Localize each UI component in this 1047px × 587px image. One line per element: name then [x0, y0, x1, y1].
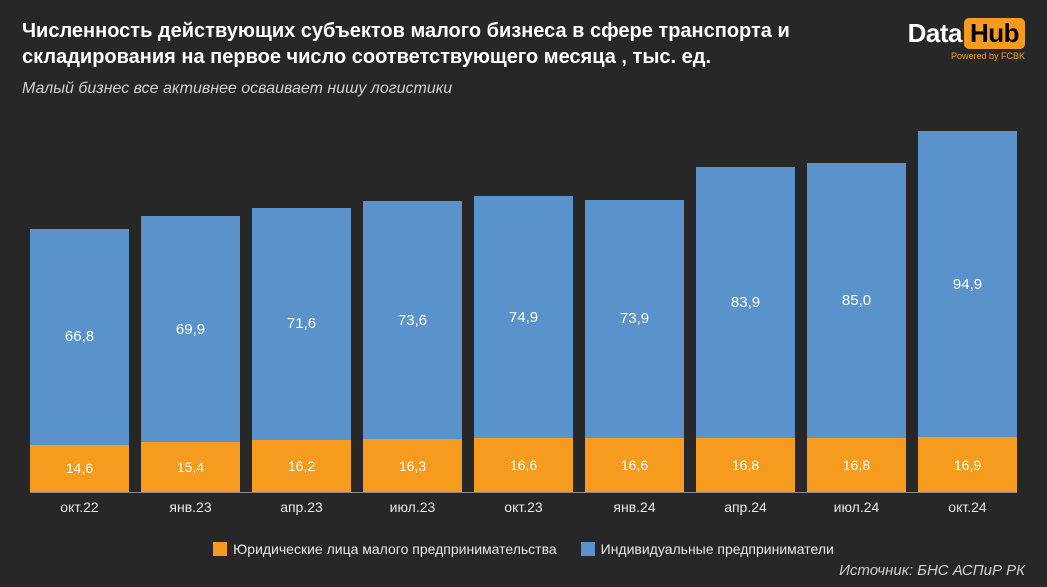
- bar-segment-bottom: 16,8: [807, 438, 906, 492]
- logo-text-left: Data: [908, 18, 962, 49]
- legend-swatch: [213, 542, 227, 556]
- header: Численность действующих субъектов малого…: [0, 0, 1047, 98]
- chart-area: 66,814,669,915,471,616,273,616,374,916,6…: [30, 130, 1017, 517]
- bar-segment-top: 66,8: [30, 229, 129, 445]
- logo-subtext: Powered by FCBK: [951, 51, 1025, 61]
- x-axis-label: окт.24: [918, 499, 1017, 515]
- bar-segment-top: 83,9: [696, 167, 795, 438]
- bar-segment-top: 74,9: [474, 196, 573, 438]
- legend-label: Индивидуальные предприниматели: [601, 541, 834, 557]
- x-axis-label: июл.23: [363, 499, 462, 515]
- bar-segment-bottom: 16,9: [918, 437, 1017, 492]
- legend-item: Юридические лица малого предпринимательс…: [213, 541, 557, 557]
- bar-column: 85,016,8: [807, 130, 906, 492]
- bar-column: 73,916,6: [585, 130, 684, 492]
- logo-main: Data Hub: [908, 18, 1025, 49]
- legend-label: Юридические лица малого предпринимательс…: [233, 541, 557, 557]
- bar-segment-bottom: 16,6: [585, 438, 684, 492]
- source-text: Источник: БНС АСПиР РК: [839, 562, 1025, 579]
- bar-column: 73,616,3: [363, 130, 462, 492]
- bar-segment-top: 71,6: [252, 208, 351, 439]
- legend: Юридические лица малого предпринимательс…: [0, 541, 1047, 557]
- x-axis-label: окт.22: [30, 499, 129, 515]
- x-axis-label: июл.24: [807, 499, 906, 515]
- legend-item: Индивидуальные предприниматели: [581, 541, 834, 557]
- logo-text-right: Hub: [964, 18, 1025, 49]
- bar-segment-top: 73,6: [363, 201, 462, 439]
- bar-segment-top: 85,0: [807, 163, 906, 438]
- x-axis-label: апр.23: [252, 499, 351, 515]
- chart-title: Численность действующих субъектов малого…: [22, 18, 842, 70]
- legend-swatch: [581, 542, 595, 556]
- bar-segment-top: 73,9: [585, 200, 684, 439]
- bar-segment-top: 94,9: [918, 131, 1017, 438]
- x-axis-label: апр.24: [696, 499, 795, 515]
- logo: Data Hub Powered by FCBK: [908, 18, 1025, 61]
- x-axis-labels: окт.22 янв.23 апр.23 июл.23 окт.23 янв.24 апр.…: [30, 499, 1017, 515]
- bar-column: 69,915,4: [141, 130, 240, 492]
- x-axis-label: янв.24: [585, 499, 684, 515]
- bar-column: 71,616,2: [252, 130, 351, 492]
- bar-column: 94,916,9: [918, 130, 1017, 492]
- bar-segment-bottom: 14,6: [30, 445, 129, 492]
- bar-column: 74,916,6: [474, 130, 573, 492]
- bar-segment-bottom: 15,4: [141, 442, 240, 492]
- bars-container: 66,814,669,915,471,616,273,616,374,916,6…: [30, 130, 1017, 493]
- chart-subtitle: Малый бизнес все активнее осваивает нишу…: [22, 80, 842, 98]
- x-axis-label: янв.23: [141, 499, 240, 515]
- bar-segment-bottom: 16,3: [363, 439, 462, 492]
- title-block: Численность действующих субъектов малого…: [22, 18, 842, 98]
- bar-column: 66,814,6: [30, 130, 129, 492]
- bar-segment-bottom: 16,8: [696, 438, 795, 492]
- bar-column: 83,916,8: [696, 130, 795, 492]
- bar-segment-bottom: 16,6: [474, 438, 573, 492]
- x-axis-label: окт.23: [474, 499, 573, 515]
- bar-segment-bottom: 16,2: [252, 440, 351, 492]
- bar-segment-top: 69,9: [141, 216, 240, 442]
